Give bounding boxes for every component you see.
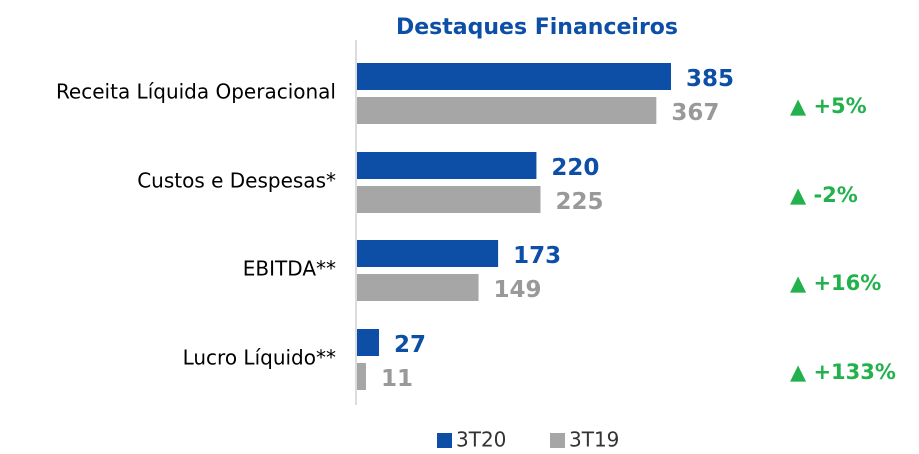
value-label: 27 [394, 332, 426, 358]
annotation: ▲ -2% [790, 183, 858, 207]
value-label: 220 [551, 155, 599, 181]
bar [357, 240, 499, 267]
category-label: Custos e Despesas* [137, 169, 336, 193]
annotation: ▲ +133% [790, 360, 896, 384]
legend-swatch [550, 433, 565, 448]
category-label: Lucro Líquido** [183, 346, 336, 370]
annotation: ▲ +16% [790, 271, 881, 295]
bar [357, 274, 479, 301]
value-label: 11 [381, 366, 413, 392]
bar [357, 363, 366, 390]
value-label: 173 [513, 243, 561, 269]
legend-swatch [437, 433, 452, 448]
bar [357, 97, 657, 124]
value-label: 385 [686, 66, 734, 92]
chart-title: Destaques Financeiros [396, 15, 678, 40]
bar [357, 329, 380, 356]
category-label: EBITDA** [243, 257, 336, 281]
category-label: Receita Líquida Operacional [56, 80, 336, 104]
bar [357, 63, 671, 90]
value-label: 225 [556, 189, 604, 215]
value-label: 149 [494, 277, 542, 303]
legend-label: 3T20 [456, 428, 506, 451]
value-label: 367 [671, 100, 719, 126]
annotation: ▲ +5% [790, 94, 867, 118]
bar [357, 186, 541, 213]
bar [357, 152, 537, 179]
legend-label: 3T19 [569, 428, 619, 451]
